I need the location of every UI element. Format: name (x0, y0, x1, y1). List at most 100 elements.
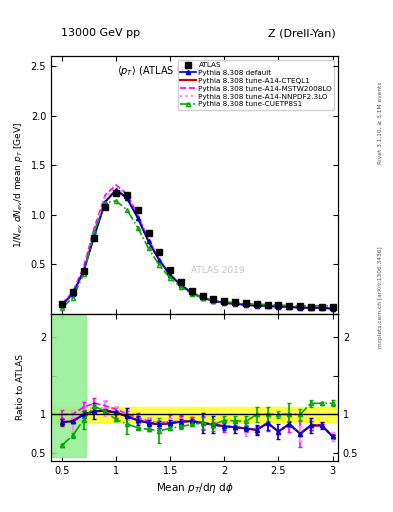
ATLAS (114, 190, 118, 196)
ATLAS (320, 304, 324, 310)
Pythia 8.308 tune-CUETP8S1 (233, 300, 237, 306)
Pythia 8.308 tune-A14-MSTW2008LO (189, 290, 194, 296)
Legend: ATLAS, Pythia 8.308 default, Pythia 8.308 tune-A14-CTEQL1, Pythia 8.308 tune-A14: ATLAS, Pythia 8.308 default, Pythia 8.30… (178, 60, 334, 110)
Pythia 8.308 tune-A14-NNPDF2.3LO (70, 291, 75, 297)
Pythia 8.308 default (244, 302, 248, 308)
Pythia 8.308 tune-A14-MSTW2008LO (254, 303, 259, 309)
Pythia 8.308 tune-CUETP8S1 (103, 200, 108, 206)
Text: mcplots.cern.ch [arXiv:1306.3436]: mcplots.cern.ch [arXiv:1306.3436] (378, 246, 383, 348)
ATLAS (233, 299, 237, 305)
Pythia 8.308 tune-A14-CTEQL1 (309, 305, 313, 311)
Pythia 8.308 default (70, 291, 75, 297)
X-axis label: Mean $p_T$/d$\eta$ d$\phi$: Mean $p_T$/d$\eta$ d$\phi$ (156, 481, 233, 495)
Pythia 8.308 tune-A14-MSTW2008LO (103, 192, 108, 198)
Pythia 8.308 tune-A14-MSTW2008LO (168, 271, 173, 277)
Pythia 8.308 tune-CUETP8S1 (92, 227, 97, 233)
Pythia 8.308 default (135, 215, 140, 221)
ATLAS (254, 301, 259, 307)
Pythia 8.308 tune-CUETP8S1 (114, 198, 118, 204)
Text: ATLAS 2019: ATLAS 2019 (191, 266, 244, 274)
ATLAS (211, 296, 216, 302)
Pythia 8.308 tune-A14-CTEQL1 (103, 199, 108, 205)
ATLAS (146, 229, 151, 236)
Pythia 8.308 tune-CUETP8S1 (287, 303, 292, 309)
Pythia 8.308 default (103, 199, 108, 205)
Line: Pythia 8.308 tune-A14-NNPDF2.3LO: Pythia 8.308 tune-A14-NNPDF2.3LO (62, 187, 332, 309)
Pythia 8.308 default (254, 303, 259, 309)
ATLAS (92, 236, 97, 242)
Pythia 8.308 tune-A14-MSTW2008LO (135, 211, 140, 218)
Pythia 8.308 tune-CUETP8S1 (309, 303, 313, 309)
Pythia 8.308 tune-A14-CTEQL1 (298, 305, 303, 311)
Pythia 8.308 default (330, 306, 335, 312)
Pythia 8.308 tune-A14-NNPDF2.3LO (146, 238, 151, 244)
Pythia 8.308 default (265, 303, 270, 309)
ATLAS (157, 249, 162, 255)
Pythia 8.308 tune-A14-CTEQL1 (135, 215, 140, 221)
Pythia 8.308 tune-A14-NNPDF2.3LO (81, 266, 86, 272)
Pythia 8.308 tune-A14-MSTW2008LO (60, 301, 64, 307)
Pythia 8.308 tune-A14-CTEQL1 (81, 268, 86, 274)
Pythia 8.308 default (81, 268, 86, 274)
Pythia 8.308 tune-CUETP8S1 (179, 284, 184, 290)
Pythia 8.308 default (114, 187, 118, 193)
Pythia 8.308 tune-A14-NNPDF2.3LO (233, 301, 237, 307)
Pythia 8.308 tune-A14-MSTW2008LO (114, 182, 118, 188)
Pythia 8.308 tune-A14-NNPDF2.3LO (320, 305, 324, 311)
Pythia 8.308 tune-A14-CTEQL1 (200, 295, 205, 301)
Pythia 8.308 tune-A14-CTEQL1 (233, 301, 237, 307)
Pythia 8.308 tune-CUETP8S1 (254, 301, 259, 307)
Pythia 8.308 tune-CUETP8S1 (265, 302, 270, 308)
Pythia 8.308 tune-A14-MSTW2008LO (276, 304, 281, 310)
Pythia 8.308 tune-A14-MSTW2008LO (309, 305, 313, 311)
ATLAS (103, 204, 108, 210)
Pythia 8.308 tune-A14-CTEQL1 (125, 195, 129, 201)
Pythia 8.308 tune-A14-NNPDF2.3LO (60, 302, 64, 308)
Pythia 8.308 tune-A14-MSTW2008LO (222, 300, 227, 306)
ATLAS (265, 302, 270, 308)
Pythia 8.308 default (222, 300, 227, 306)
Pythia 8.308 tune-A14-NNPDF2.3LO (114, 184, 118, 190)
Pythia 8.308 tune-A14-MSTW2008LO (92, 225, 97, 231)
Pythia 8.308 tune-CUETP8S1 (211, 298, 216, 304)
Pythia 8.308 tune-A14-NNPDF2.3LO (103, 195, 108, 201)
Pythia 8.308 default (211, 298, 216, 304)
Pythia 8.308 tune-CUETP8S1 (189, 291, 194, 297)
Pythia 8.308 tune-A14-NNPDF2.3LO (222, 300, 227, 306)
Pythia 8.308 tune-A14-NNPDF2.3LO (244, 302, 248, 308)
Pythia 8.308 default (276, 304, 281, 310)
Pythia 8.308 tune-A14-MSTW2008LO (70, 289, 75, 295)
Line: Pythia 8.308 tune-A14-MSTW2008LO: Pythia 8.308 tune-A14-MSTW2008LO (62, 185, 332, 309)
Pythia 8.308 tune-A14-NNPDF2.3LO (168, 271, 173, 277)
Pythia 8.308 tune-A14-MSTW2008LO (287, 304, 292, 310)
Pythia 8.308 tune-CUETP8S1 (244, 301, 248, 307)
Bar (51, 314, 86, 457)
ATLAS (287, 303, 292, 309)
Pythia 8.308 default (309, 305, 313, 311)
ATLAS (200, 293, 205, 299)
Pythia 8.308 tune-A14-MSTW2008LO (330, 306, 335, 312)
Pythia 8.308 default (146, 239, 151, 245)
Pythia 8.308 tune-CUETP8S1 (60, 305, 64, 311)
Line: Pythia 8.308 tune-A14-CTEQL1: Pythia 8.308 tune-A14-CTEQL1 (62, 190, 332, 309)
Y-axis label: Ratio to ATLAS: Ratio to ATLAS (16, 354, 25, 420)
Pythia 8.308 tune-CUETP8S1 (330, 303, 335, 309)
Pythia 8.308 tune-A14-CTEQL1 (254, 303, 259, 309)
ATLAS (179, 279, 184, 285)
Pythia 8.308 default (298, 305, 303, 311)
Pythia 8.308 default (287, 304, 292, 310)
Pythia 8.308 tune-CUETP8S1 (168, 275, 173, 281)
Pythia 8.308 tune-A14-CTEQL1 (60, 302, 64, 308)
Pythia 8.308 tune-CUETP8S1 (125, 207, 129, 213)
Pythia 8.308 tune-CUETP8S1 (157, 262, 162, 268)
Pythia 8.308 tune-CUETP8S1 (200, 295, 205, 301)
Pythia 8.308 tune-A14-MSTW2008LO (179, 282, 184, 288)
Pythia 8.308 tune-A14-CTEQL1 (265, 303, 270, 309)
Pythia 8.308 tune-A14-CTEQL1 (287, 304, 292, 310)
Pythia 8.308 default (125, 195, 129, 201)
Pythia 8.308 default (233, 301, 237, 307)
Pythia 8.308 tune-A14-CTEQL1 (222, 300, 227, 306)
ATLAS (189, 288, 194, 294)
Pythia 8.308 tune-A14-NNPDF2.3LO (157, 256, 162, 262)
Pythia 8.308 tune-A14-CTEQL1 (92, 232, 97, 239)
